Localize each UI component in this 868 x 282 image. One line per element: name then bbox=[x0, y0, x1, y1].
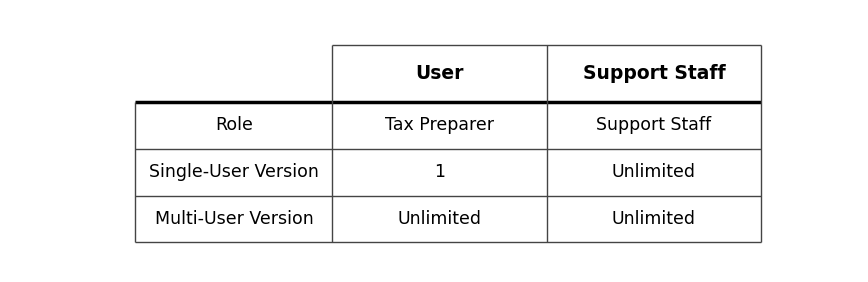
Bar bbox=[332, 195, 547, 242]
Bar bbox=[547, 45, 761, 102]
Text: Role: Role bbox=[215, 116, 253, 135]
Bar bbox=[135, 149, 332, 195]
Bar bbox=[135, 102, 332, 149]
Text: Unlimited: Unlimited bbox=[612, 163, 696, 181]
Bar bbox=[547, 149, 761, 195]
Text: Multi-User Version: Multi-User Version bbox=[155, 210, 313, 228]
Text: Support Staff: Support Staff bbox=[596, 116, 712, 135]
Bar bbox=[135, 195, 332, 242]
Text: Tax Preparer: Tax Preparer bbox=[385, 116, 494, 135]
Text: Single-User Version: Single-User Version bbox=[149, 163, 319, 181]
Text: User: User bbox=[416, 64, 464, 83]
Bar bbox=[547, 102, 761, 149]
Text: Unlimited: Unlimited bbox=[612, 210, 696, 228]
Bar bbox=[332, 102, 547, 149]
Text: 1: 1 bbox=[434, 163, 445, 181]
Bar bbox=[135, 45, 332, 102]
Bar bbox=[332, 149, 547, 195]
Bar bbox=[332, 45, 547, 102]
Text: Support Staff: Support Staff bbox=[582, 64, 725, 83]
Text: Unlimited: Unlimited bbox=[398, 210, 482, 228]
Bar bbox=[547, 195, 761, 242]
